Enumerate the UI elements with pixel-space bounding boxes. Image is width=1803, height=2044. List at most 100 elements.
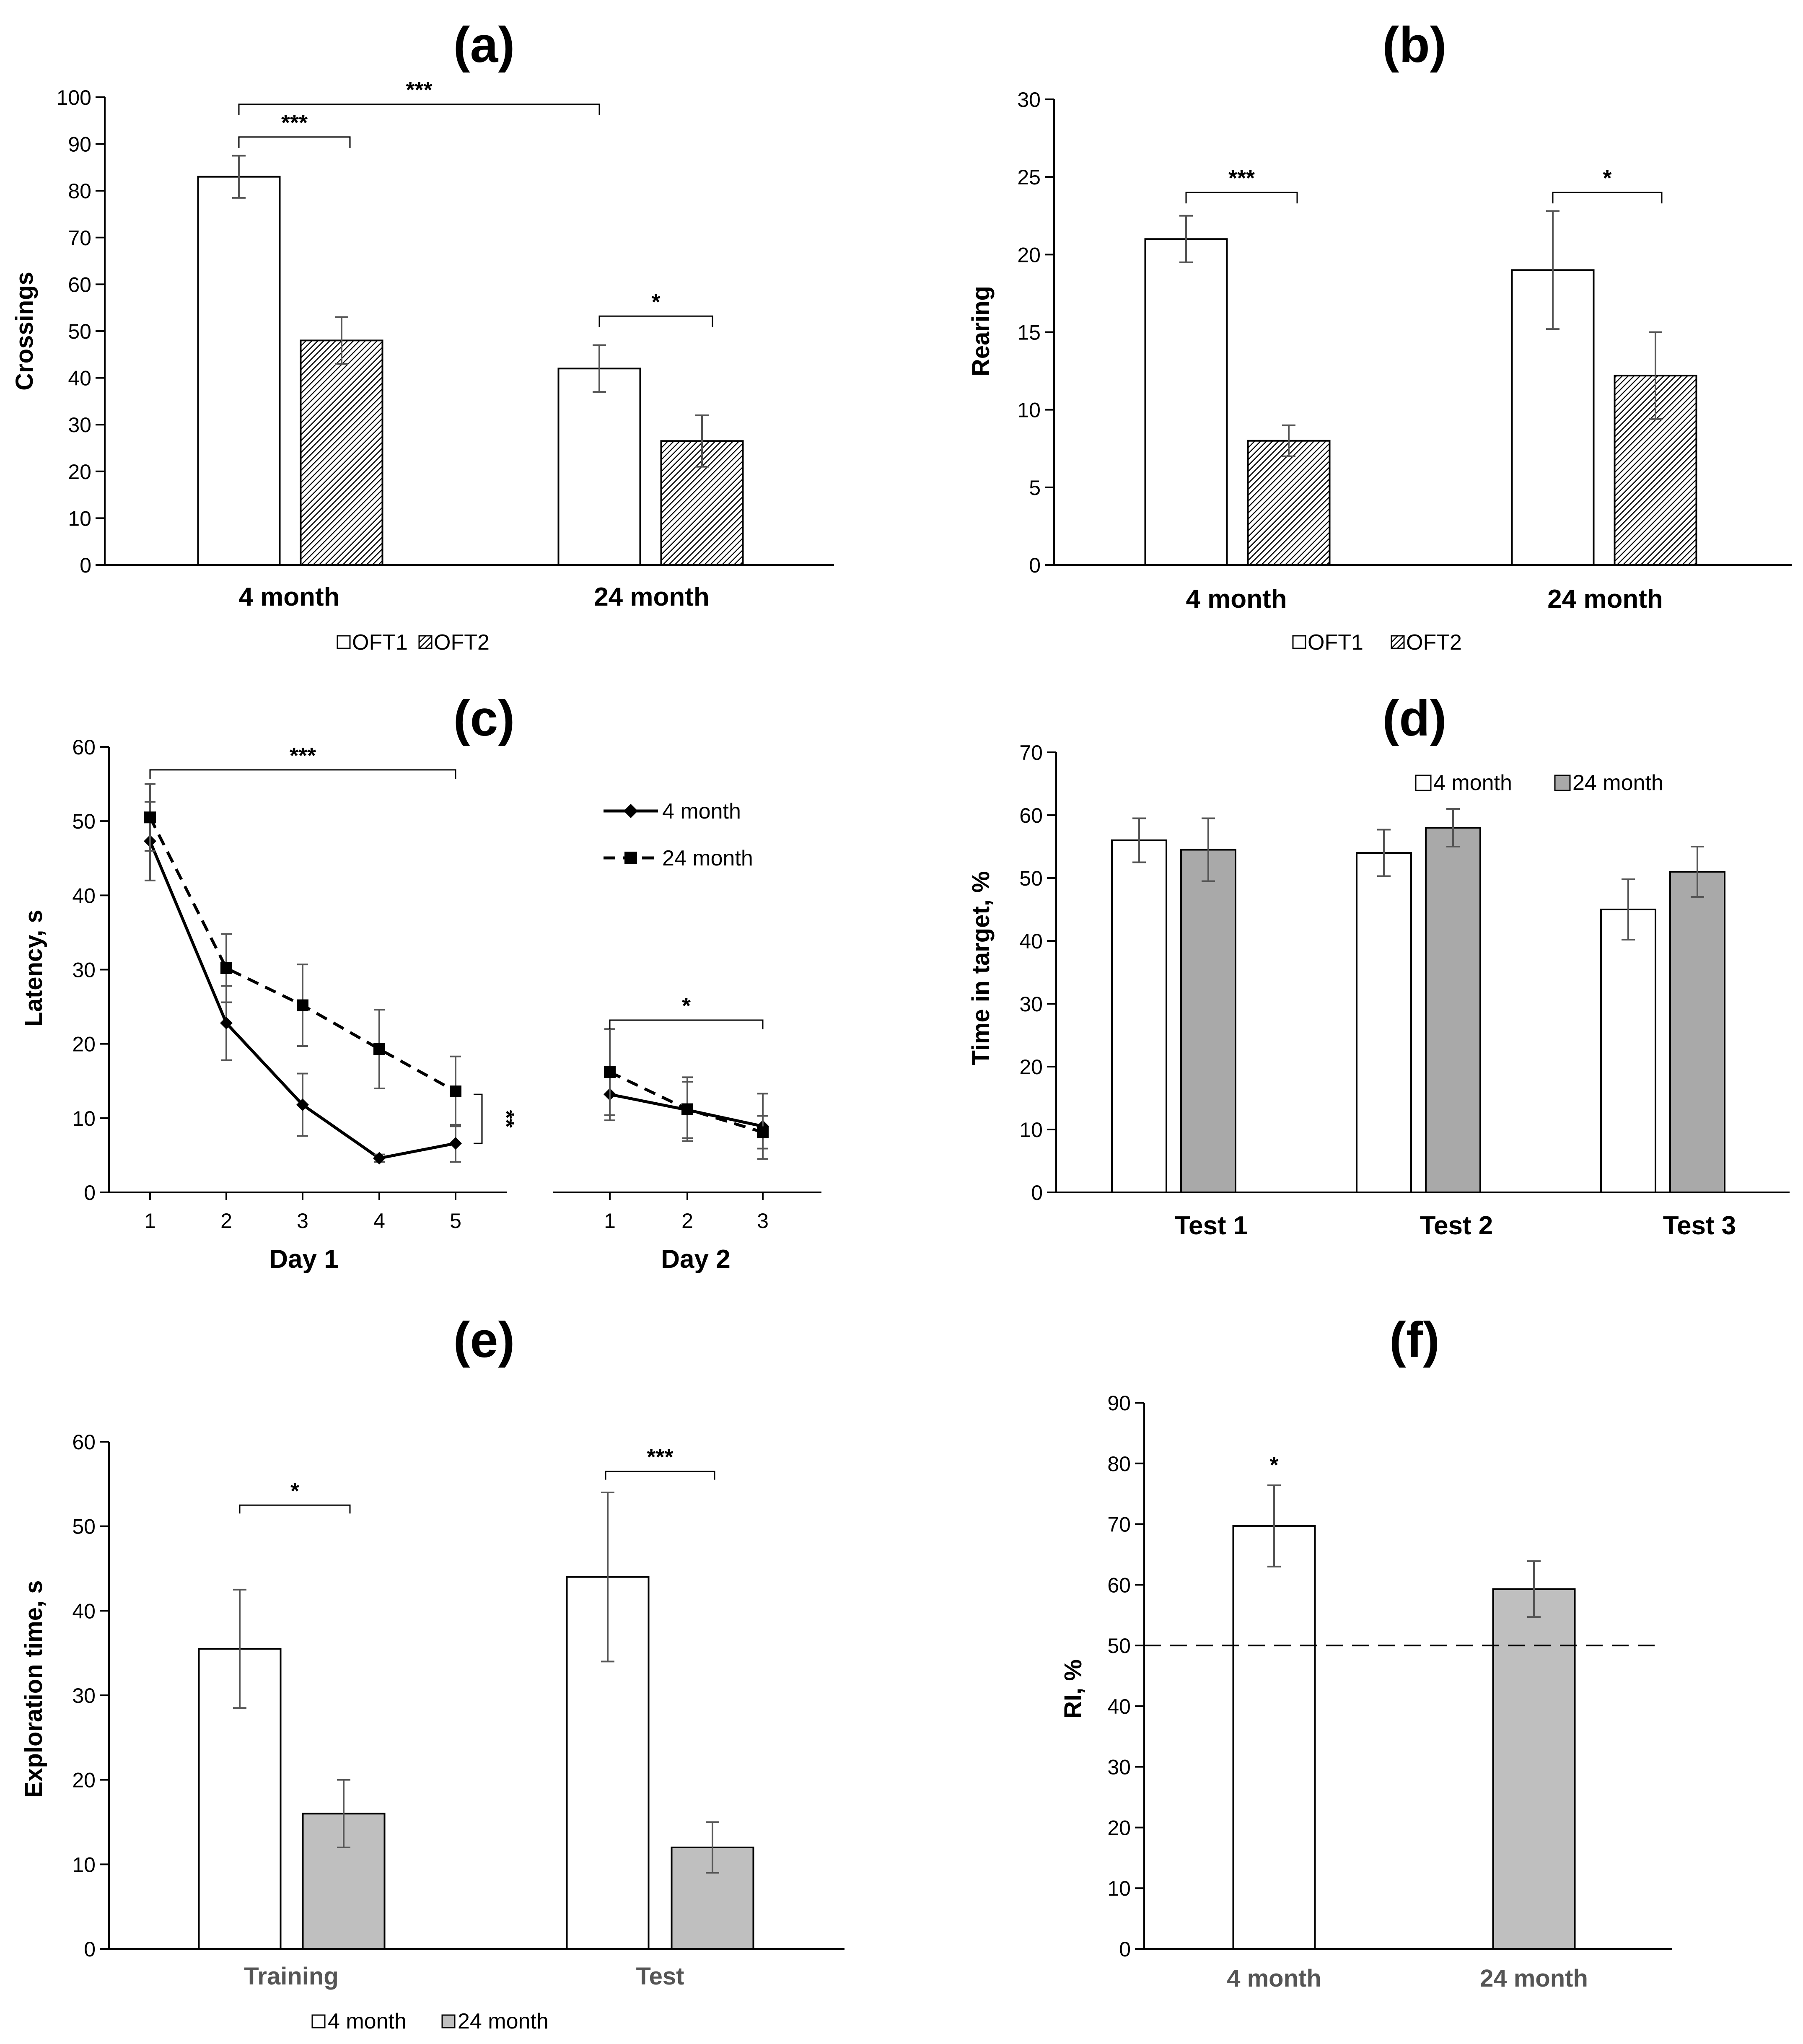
y-tick-label: 40: [72, 884, 96, 907]
legend-swatch-24month: [441, 2014, 456, 2028]
legend-swatch-24month: [1554, 775, 1571, 791]
legend-label: 24 month: [1572, 771, 1663, 795]
legend-label: 4 month: [328, 2009, 407, 2034]
y-tick-label: 70: [1019, 741, 1043, 764]
day-label: Day 2: [661, 1245, 730, 1274]
category-label: Test 2: [1420, 1211, 1493, 1240]
ylabel-a: Crossings: [11, 272, 38, 391]
significance-bracket: [238, 136, 351, 148]
bar: [1232, 1525, 1316, 1950]
y-tick-label: 0: [1119, 1938, 1131, 1961]
panel-title-a: (a): [453, 17, 515, 73]
significance-label: ***: [290, 743, 316, 768]
significance-label: ***: [406, 78, 432, 103]
ylabel-d: Time in target, %: [967, 871, 995, 1065]
y-tick-label: 30: [1019, 992, 1043, 1016]
data-point: [220, 962, 232, 974]
legend-a: OFT1 OFT2: [337, 630, 490, 655]
day-label: Day 1: [269, 1245, 338, 1274]
data-point: [450, 1085, 461, 1098]
significance-label: ***: [647, 1445, 673, 1470]
y-tick-label: 15: [1017, 321, 1041, 345]
significance-label: *: [290, 1478, 299, 1503]
legend-swatch-4month: [1415, 775, 1432, 791]
y-tick-label: 60: [68, 273, 91, 296]
legend-marker-square: [624, 852, 637, 864]
data-point: [373, 1152, 386, 1165]
y-tick-label: 100: [57, 86, 91, 109]
x-tick-label: 5: [450, 1209, 461, 1233]
y-tick-label: 30: [1107, 1756, 1131, 1779]
category-label: 24 month: [1480, 1965, 1588, 1992]
series-line-24month: [148, 816, 456, 1093]
significance-bracket: [474, 1093, 483, 1144]
ylabel-e: Exploration time, s: [20, 1580, 47, 1798]
significance-label: ***: [281, 110, 308, 135]
y-tick-label: 20: [68, 460, 91, 484]
data-point: [296, 1098, 309, 1111]
significance-bracket: [598, 315, 713, 327]
significance-bracket: [149, 769, 456, 779]
y-tick-label: 70: [68, 226, 91, 250]
panel-title-f: (f): [1389, 1312, 1440, 1368]
significance-bracket: [605, 1471, 715, 1480]
x-tick-label: 1: [144, 1209, 156, 1233]
y-tick-label: 10: [1107, 1877, 1131, 1900]
y-tick-label: 30: [1017, 88, 1041, 111]
y-tick-label: 80: [68, 179, 91, 203]
significance-label: *: [1603, 166, 1611, 191]
panel-title-e: (e): [453, 1312, 515, 1368]
legend-label: OFT2: [434, 630, 490, 655]
legend-label: 4 month: [662, 799, 741, 824]
legend-label: 4 month: [1433, 771, 1512, 795]
y-tick-label: 30: [68, 413, 91, 437]
y-tick-label: 20: [72, 1769, 96, 1792]
bar: [1669, 871, 1725, 1193]
legend-label: 24 month: [662, 846, 753, 870]
category-label: Test: [636, 1963, 684, 1990]
significance-label: ***: [1228, 166, 1255, 191]
y-tick-label: 10: [1019, 1118, 1043, 1142]
legend-swatch-oft1: [1292, 635, 1306, 649]
y-tick-label: 80: [1107, 1452, 1131, 1476]
x-tick-label: 1: [604, 1209, 616, 1233]
panel-title-c: (c): [453, 690, 515, 746]
ylabel-f: RI, %: [1060, 1659, 1087, 1719]
data-point: [681, 1103, 693, 1115]
significance-bracket: [1552, 192, 1663, 204]
y-tick-label: 50: [72, 810, 96, 833]
y-tick-label: 50: [68, 320, 91, 343]
significance-label: *: [1269, 1452, 1278, 1477]
legend-label: OFT2: [1406, 630, 1462, 655]
y-tick-label: 60: [72, 736, 96, 759]
y-tick-label: 40: [1107, 1695, 1131, 1718]
y-tick-label: 40: [1019, 930, 1043, 953]
y-tick-label: 10: [1017, 399, 1041, 422]
y-tick-label: 5: [1029, 476, 1041, 500]
legend-marker-diamond: [624, 804, 638, 818]
bar: [300, 339, 383, 566]
y-tick-label: 50: [72, 1515, 96, 1539]
bar: [1247, 440, 1331, 566]
category-label: Test 3: [1663, 1211, 1736, 1240]
category-label: Training: [244, 1963, 339, 1990]
bar: [1356, 852, 1412, 1193]
y-tick-label: 60: [1107, 1573, 1131, 1597]
category-label: 4 month: [1186, 585, 1287, 614]
significance-bracket: [1185, 192, 1298, 204]
x-tick-label: 3: [297, 1209, 308, 1233]
category-label: Test 1: [1175, 1211, 1248, 1240]
y-tick-label: 20: [1017, 243, 1041, 267]
y-tick-label: 40: [68, 367, 91, 390]
data-point: [144, 811, 156, 824]
data-point: [373, 1043, 385, 1055]
legend-swatch-oft2: [418, 635, 433, 649]
y-tick-label: 50: [1107, 1634, 1131, 1658]
significance-label: **: [494, 1110, 519, 1128]
y-tick-label: 10: [72, 1853, 96, 1876]
y-tick-label: 60: [72, 1430, 96, 1454]
bar: [1180, 849, 1236, 1193]
significance-bracket: [238, 104, 600, 115]
category-label: 4 month: [238, 583, 339, 611]
